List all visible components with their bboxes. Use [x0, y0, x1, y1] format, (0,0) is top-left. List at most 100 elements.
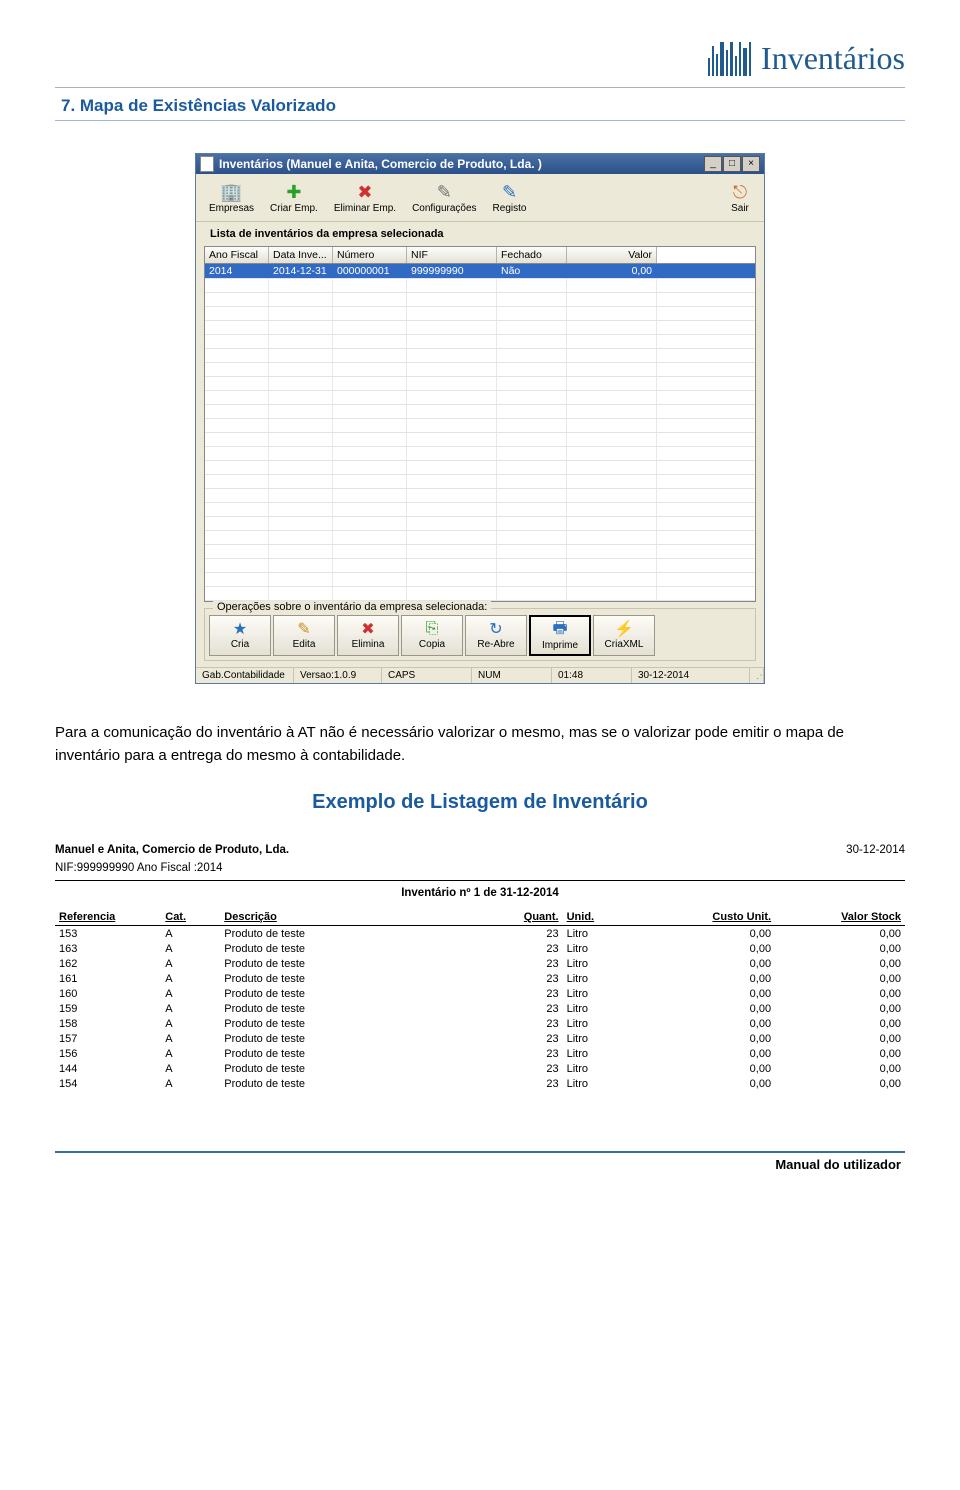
toolbar-button-empresas[interactable]: 🏢Empresas [202, 178, 261, 217]
report-row: 160AProduto de teste23Litro0,000,00 [55, 986, 905, 1001]
report-cell: 23 [492, 956, 563, 971]
report-date: 30-12-2014 [846, 844, 905, 856]
minimize-button[interactable]: _ [704, 156, 722, 172]
ops-button-criaxml[interactable]: ⚡CriaXML [593, 615, 655, 656]
statusbar: Gab.Contabilidade Versao:1.0.9 CAPS NUM … [196, 667, 764, 683]
close-button[interactable]: × [742, 156, 760, 172]
report-cell: 0,00 [645, 1001, 775, 1016]
grid-row-empty[interactable] [205, 363, 755, 377]
report-cell: Litro [563, 926, 646, 942]
ops-button-imprime[interactable]: 🖶Imprime [529, 615, 591, 656]
grid-row-empty[interactable] [205, 517, 755, 531]
toolbar-label: Sair [731, 203, 749, 214]
grid-row-empty[interactable] [205, 573, 755, 587]
report-cell: 144 [55, 1061, 161, 1076]
report-cell: Litro [563, 971, 646, 986]
grid-row-empty[interactable] [205, 531, 755, 545]
toolbar-button-registo[interactable]: ✎Registo [486, 178, 534, 217]
grid-row-empty[interactable] [205, 545, 755, 559]
grid-row-empty[interactable] [205, 391, 755, 405]
report-row: 162AProduto de teste23Litro0,000,00 [55, 956, 905, 971]
ops-button-reabre[interactable]: ↻Re-Abre [465, 615, 527, 656]
report-cell: 159 [55, 1001, 161, 1016]
grid-col-header[interactable]: Ano Fiscal [205, 247, 269, 263]
report-cell: 0,00 [775, 986, 905, 1001]
report-cell: Produto de teste [220, 1001, 492, 1016]
grid-col-header[interactable]: Fechado [497, 247, 567, 263]
maximize-button[interactable]: □ [723, 156, 741, 172]
report-cell: Litro [563, 1076, 646, 1091]
grid-row-empty[interactable] [205, 447, 755, 461]
report-cell: 0,00 [645, 1061, 775, 1076]
toolbar-icon: 🏢 [221, 181, 243, 203]
report-cell: Produto de teste [220, 1076, 492, 1091]
report-row: 158AProduto de teste23Litro0,000,00 [55, 1016, 905, 1031]
report-subheader: NIF:999999990 Ano Fiscal :2014 [55, 862, 905, 874]
toolbar-button-criaremp[interactable]: ✚Criar Emp. [263, 178, 325, 217]
grid-col-header[interactable]: Número [333, 247, 407, 263]
report-cell: 23 [492, 986, 563, 1001]
report-cell: 0,00 [775, 1031, 905, 1046]
grid-row-empty[interactable] [205, 475, 755, 489]
grid-col-header[interactable]: Data Inve... [269, 247, 333, 263]
grid-row-empty[interactable] [205, 433, 755, 447]
grid-row-empty[interactable] [205, 349, 755, 363]
grid-col-header[interactable]: Valor [567, 247, 657, 263]
report-row: 153AProduto de teste23Litro0,000,00 [55, 926, 905, 942]
status-caps: CAPS [382, 668, 472, 683]
grid-row-empty[interactable] [205, 293, 755, 307]
ops-icon: ✖ [358, 619, 378, 639]
grid-row-empty[interactable] [205, 587, 755, 601]
report-cell: A [161, 971, 220, 986]
ops-button-copia[interactable]: ⎘Copia [401, 615, 463, 656]
grid-col-header[interactable]: NIF [407, 247, 497, 263]
barcode-icon [708, 42, 751, 76]
report-cell: 0,00 [775, 971, 905, 986]
main-toolbar: 🏢Empresas✚Criar Emp.✖Eliminar Emp.✎Confi… [196, 174, 764, 222]
grid-row-empty[interactable] [205, 489, 755, 503]
grid-row-empty[interactable] [205, 377, 755, 391]
grid-row-empty[interactable] [205, 419, 755, 433]
report-row: 144AProduto de teste23Litro0,000,00 [55, 1061, 905, 1076]
grid-cell: 000000001 [333, 264, 407, 278]
report-cell: 23 [492, 926, 563, 942]
ops-icon: ★ [230, 619, 250, 639]
report-cell: Produto de teste [220, 1016, 492, 1031]
report-cell: 0,00 [775, 1076, 905, 1091]
ops-button-elimina[interactable]: ✖Elimina [337, 615, 399, 656]
ops-label: Imprime [542, 640, 578, 651]
operations-frame: Operações sobre o inventário da empresa … [204, 608, 756, 661]
grid-row[interactable]: 20142014-12-31000000001999999990Não0,00 [205, 264, 755, 279]
toolbar-label: Registo [493, 203, 527, 214]
grid-row-empty[interactable] [205, 279, 755, 293]
grid-row-empty[interactable] [205, 559, 755, 573]
grid-row-empty[interactable] [205, 321, 755, 335]
grid-row-empty[interactable] [205, 335, 755, 349]
grid-row-empty[interactable] [205, 405, 755, 419]
grid-row-empty[interactable] [205, 307, 755, 321]
status-version: Versao:1.0.9 [294, 668, 382, 683]
report-col-header: Custo Unit. [645, 909, 775, 926]
header-divider [55, 87, 905, 88]
inventory-grid[interactable]: Ano FiscalData Inve...NúmeroNIFFechadoVa… [204, 246, 756, 602]
report-cell: 23 [492, 1046, 563, 1061]
report-cell: Produto de teste [220, 1061, 492, 1076]
ops-button-edita[interactable]: ✎Edita [273, 615, 335, 656]
grid-row-empty[interactable] [205, 461, 755, 475]
report-cell: 154 [55, 1076, 161, 1091]
report-cell: 23 [492, 971, 563, 986]
titlebar[interactable]: Inventários (Manuel e Anita, Comercio de… [196, 154, 764, 174]
ops-button-cria[interactable]: ★Cria [209, 615, 271, 656]
report-cell: 163 [55, 941, 161, 956]
toolbar-button-eliminaremp[interactable]: ✖Eliminar Emp. [327, 178, 403, 217]
report-cell: A [161, 1031, 220, 1046]
toolbar-button-sair[interactable]: ⎋Sair [722, 178, 758, 217]
toolbar-icon: ⎋ [729, 181, 751, 203]
grid-row-empty[interactable] [205, 503, 755, 517]
resize-grip-icon[interactable]: ⋰ [750, 668, 764, 683]
footer-divider [55, 1151, 905, 1153]
report-cell: 23 [492, 1001, 563, 1016]
ops-label: Elimina [352, 639, 385, 650]
toolbar-button-configuraes[interactable]: ✎Configurações [405, 178, 483, 217]
report-cell: 0,00 [645, 956, 775, 971]
